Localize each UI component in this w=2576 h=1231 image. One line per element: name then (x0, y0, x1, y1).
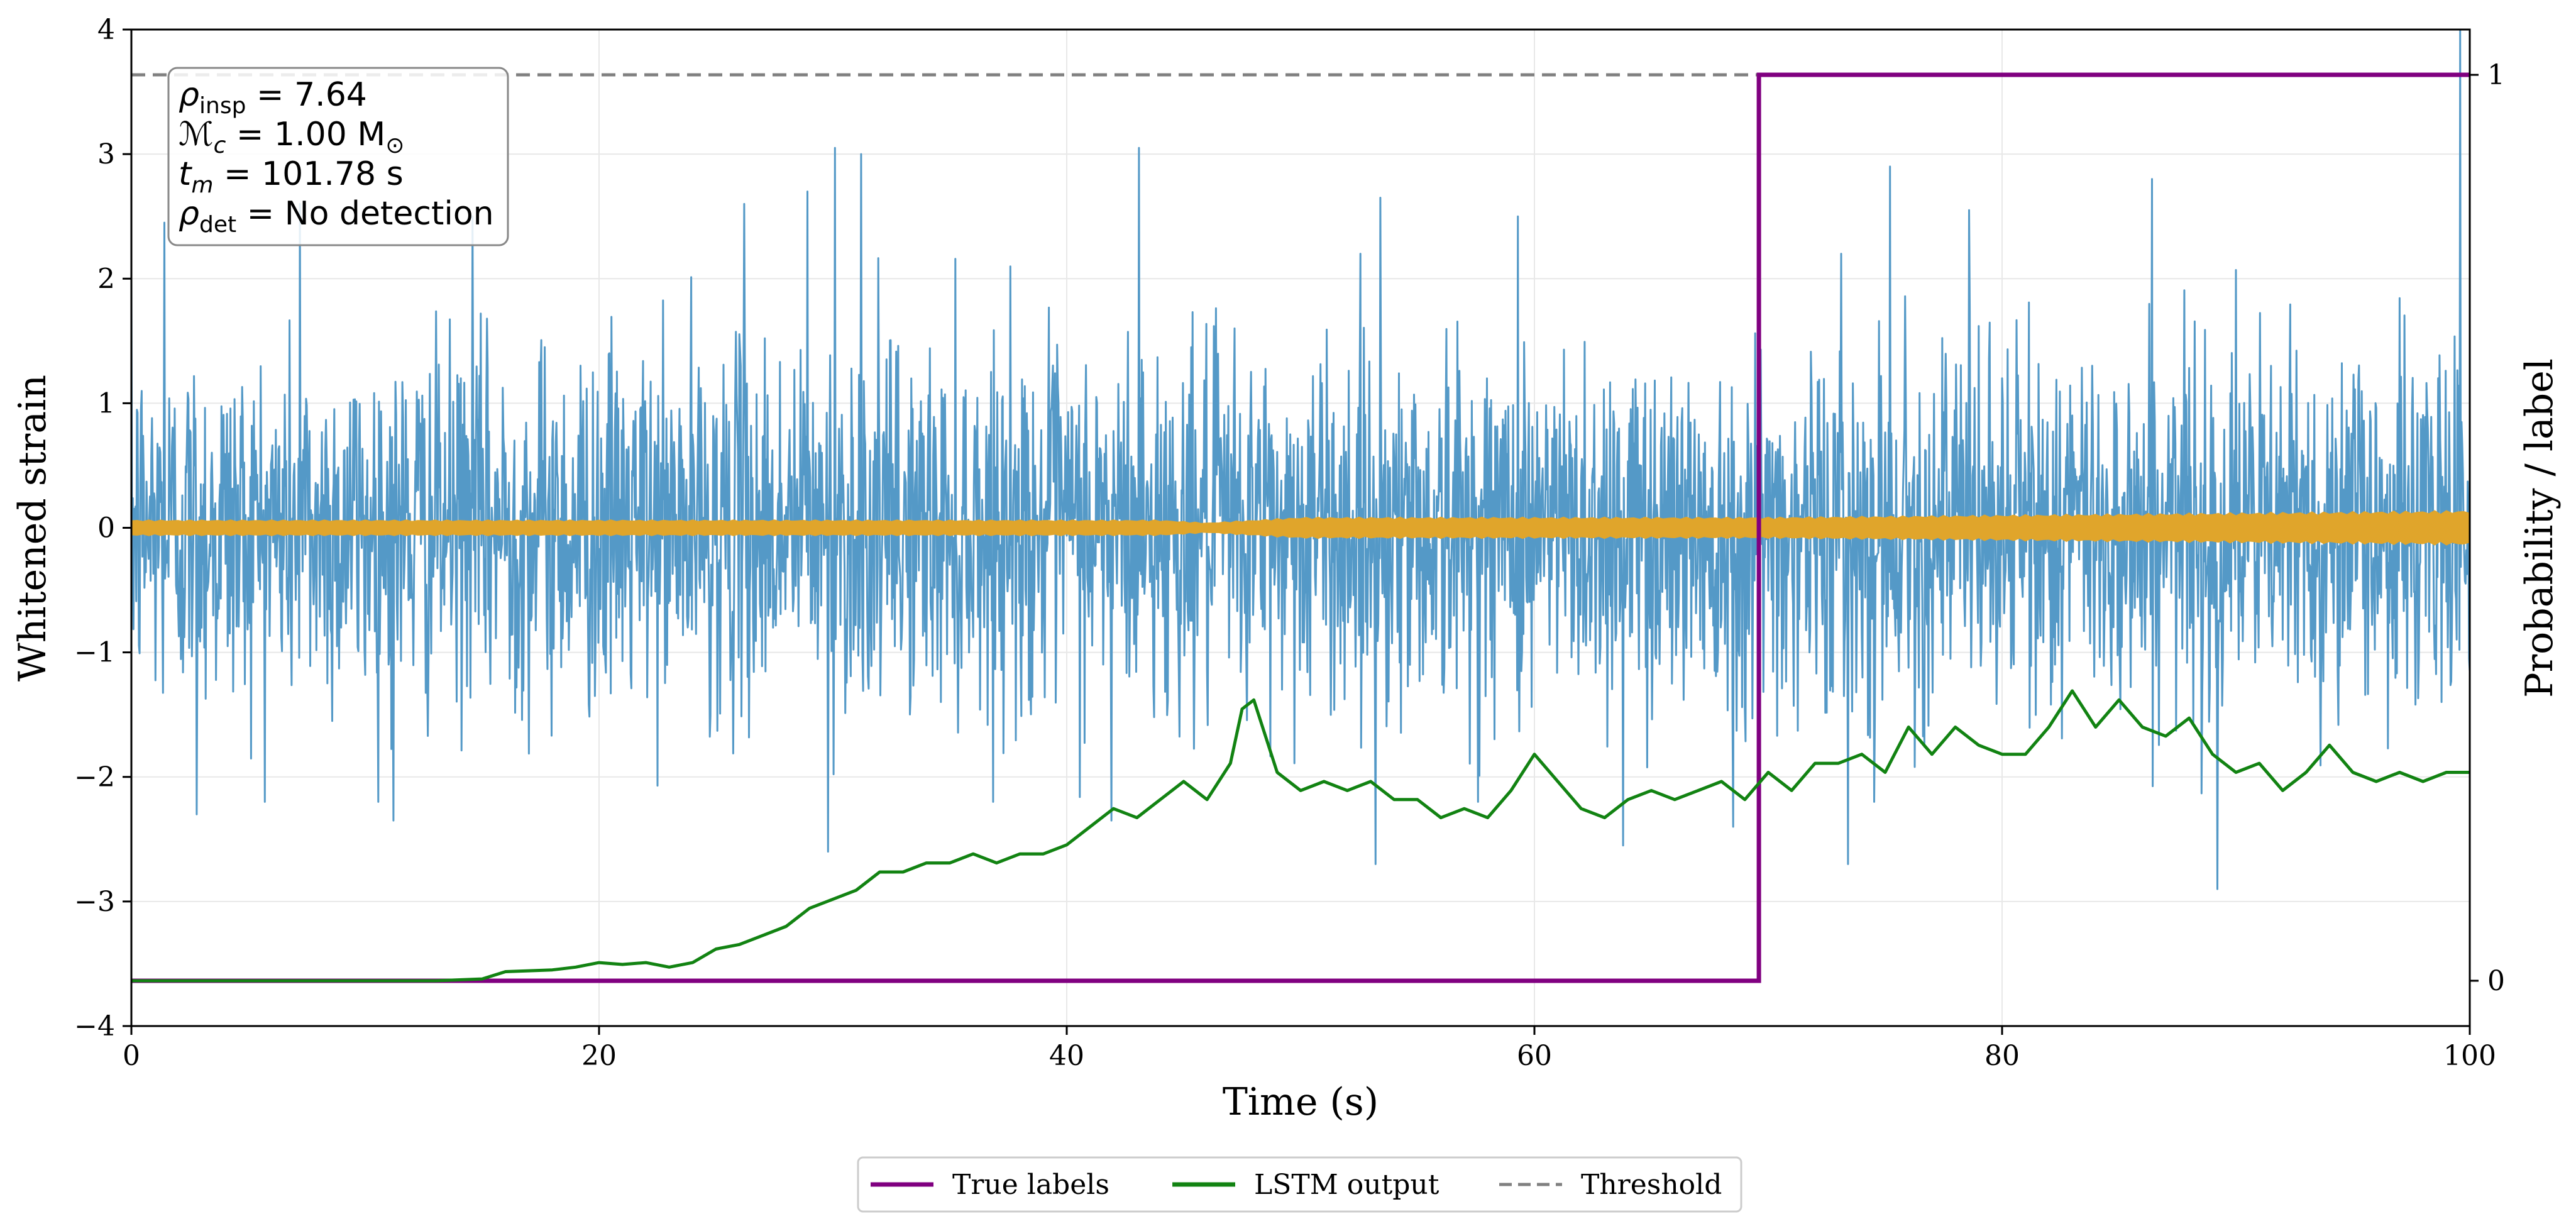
info-value: = 7.64 (246, 76, 366, 114)
legend: True labels LSTM output Threshold (857, 1156, 1742, 1213)
true-labels-line (131, 72, 2470, 983)
info-line: tm = 101.78 s (179, 155, 404, 198)
y2-tick-label: 1 (2487, 59, 2505, 91)
y-tick-label: 1 (97, 387, 115, 419)
y2-axis-label: Probability / label (2518, 358, 2562, 698)
y-axis-label: Whitened strain (11, 375, 55, 682)
info-symbol: ρ (179, 76, 199, 114)
y-tick-label: −1 (74, 637, 115, 669)
true-labels-layer (131, 72, 2470, 983)
info-subscript: c (214, 133, 226, 158)
info-symbol: t (179, 155, 192, 193)
x-tick-label: 100 (2443, 1040, 2496, 1072)
x-tick-label: 20 (581, 1040, 617, 1072)
lstm-output-layer (131, 689, 2470, 983)
legend-label: True labels (952, 1169, 1109, 1201)
info-value-subscript: ⊙ (385, 133, 404, 158)
plot-area (131, 30, 2470, 983)
info-subscript: insp (199, 93, 246, 119)
strain-line (131, 30, 2470, 890)
signal-layer (131, 510, 2470, 546)
info-line: ρdet = No detection (179, 195, 494, 238)
x-tick-label: 40 (1049, 1040, 1084, 1072)
info-subscript: det (199, 212, 236, 238)
x-tick-label: 80 (1984, 1040, 2020, 1072)
y-axis-right: 01 (2470, 59, 2505, 997)
x-axis: 0 20 40 60 80 100 (123, 1026, 2496, 1072)
legend-frame (857, 1156, 1742, 1213)
info-value: = 1.00 M (226, 116, 385, 153)
y-tick-label: 2 (97, 263, 115, 295)
y-tick-label: −4 (74, 1010, 115, 1042)
x-tick-label: 0 (123, 1040, 140, 1072)
info-symbol: ρ (179, 195, 199, 233)
signal-band (131, 510, 2470, 546)
strain-layer (131, 30, 2470, 890)
info-box-frame (167, 67, 509, 246)
y2-tick-label: 0 (2487, 965, 2505, 997)
y-axis-left: −4 −3 −2 −1 0 1 2 3 4 (74, 14, 131, 1042)
y-tick-label: −2 (74, 761, 115, 793)
y-tick-label: 3 (97, 138, 115, 170)
x-axis-label: Time (s) (1223, 1080, 1379, 1124)
info-value: = 101.78 s (213, 155, 403, 193)
info-symbol: ℳ (179, 116, 214, 153)
y-tick-label: 0 (97, 512, 115, 544)
y-tick-label: 4 (97, 14, 115, 46)
y-tick-label: −3 (74, 886, 115, 918)
info-value: = No detection (236, 195, 493, 233)
legend-label: LSTM output (1254, 1169, 1439, 1201)
legend-items: True labels LSTM output Threshold (871, 1169, 1722, 1201)
info-subscript: m (191, 172, 213, 198)
legend-label: Threshold (1581, 1169, 1722, 1201)
info-line: ℳc = 1.00 M⊙ (179, 116, 404, 158)
info-line: ρinsp = 7.64 (179, 76, 367, 119)
lstm-output-line (131, 689, 2470, 983)
x-tick-label: 60 (1517, 1040, 1552, 1072)
